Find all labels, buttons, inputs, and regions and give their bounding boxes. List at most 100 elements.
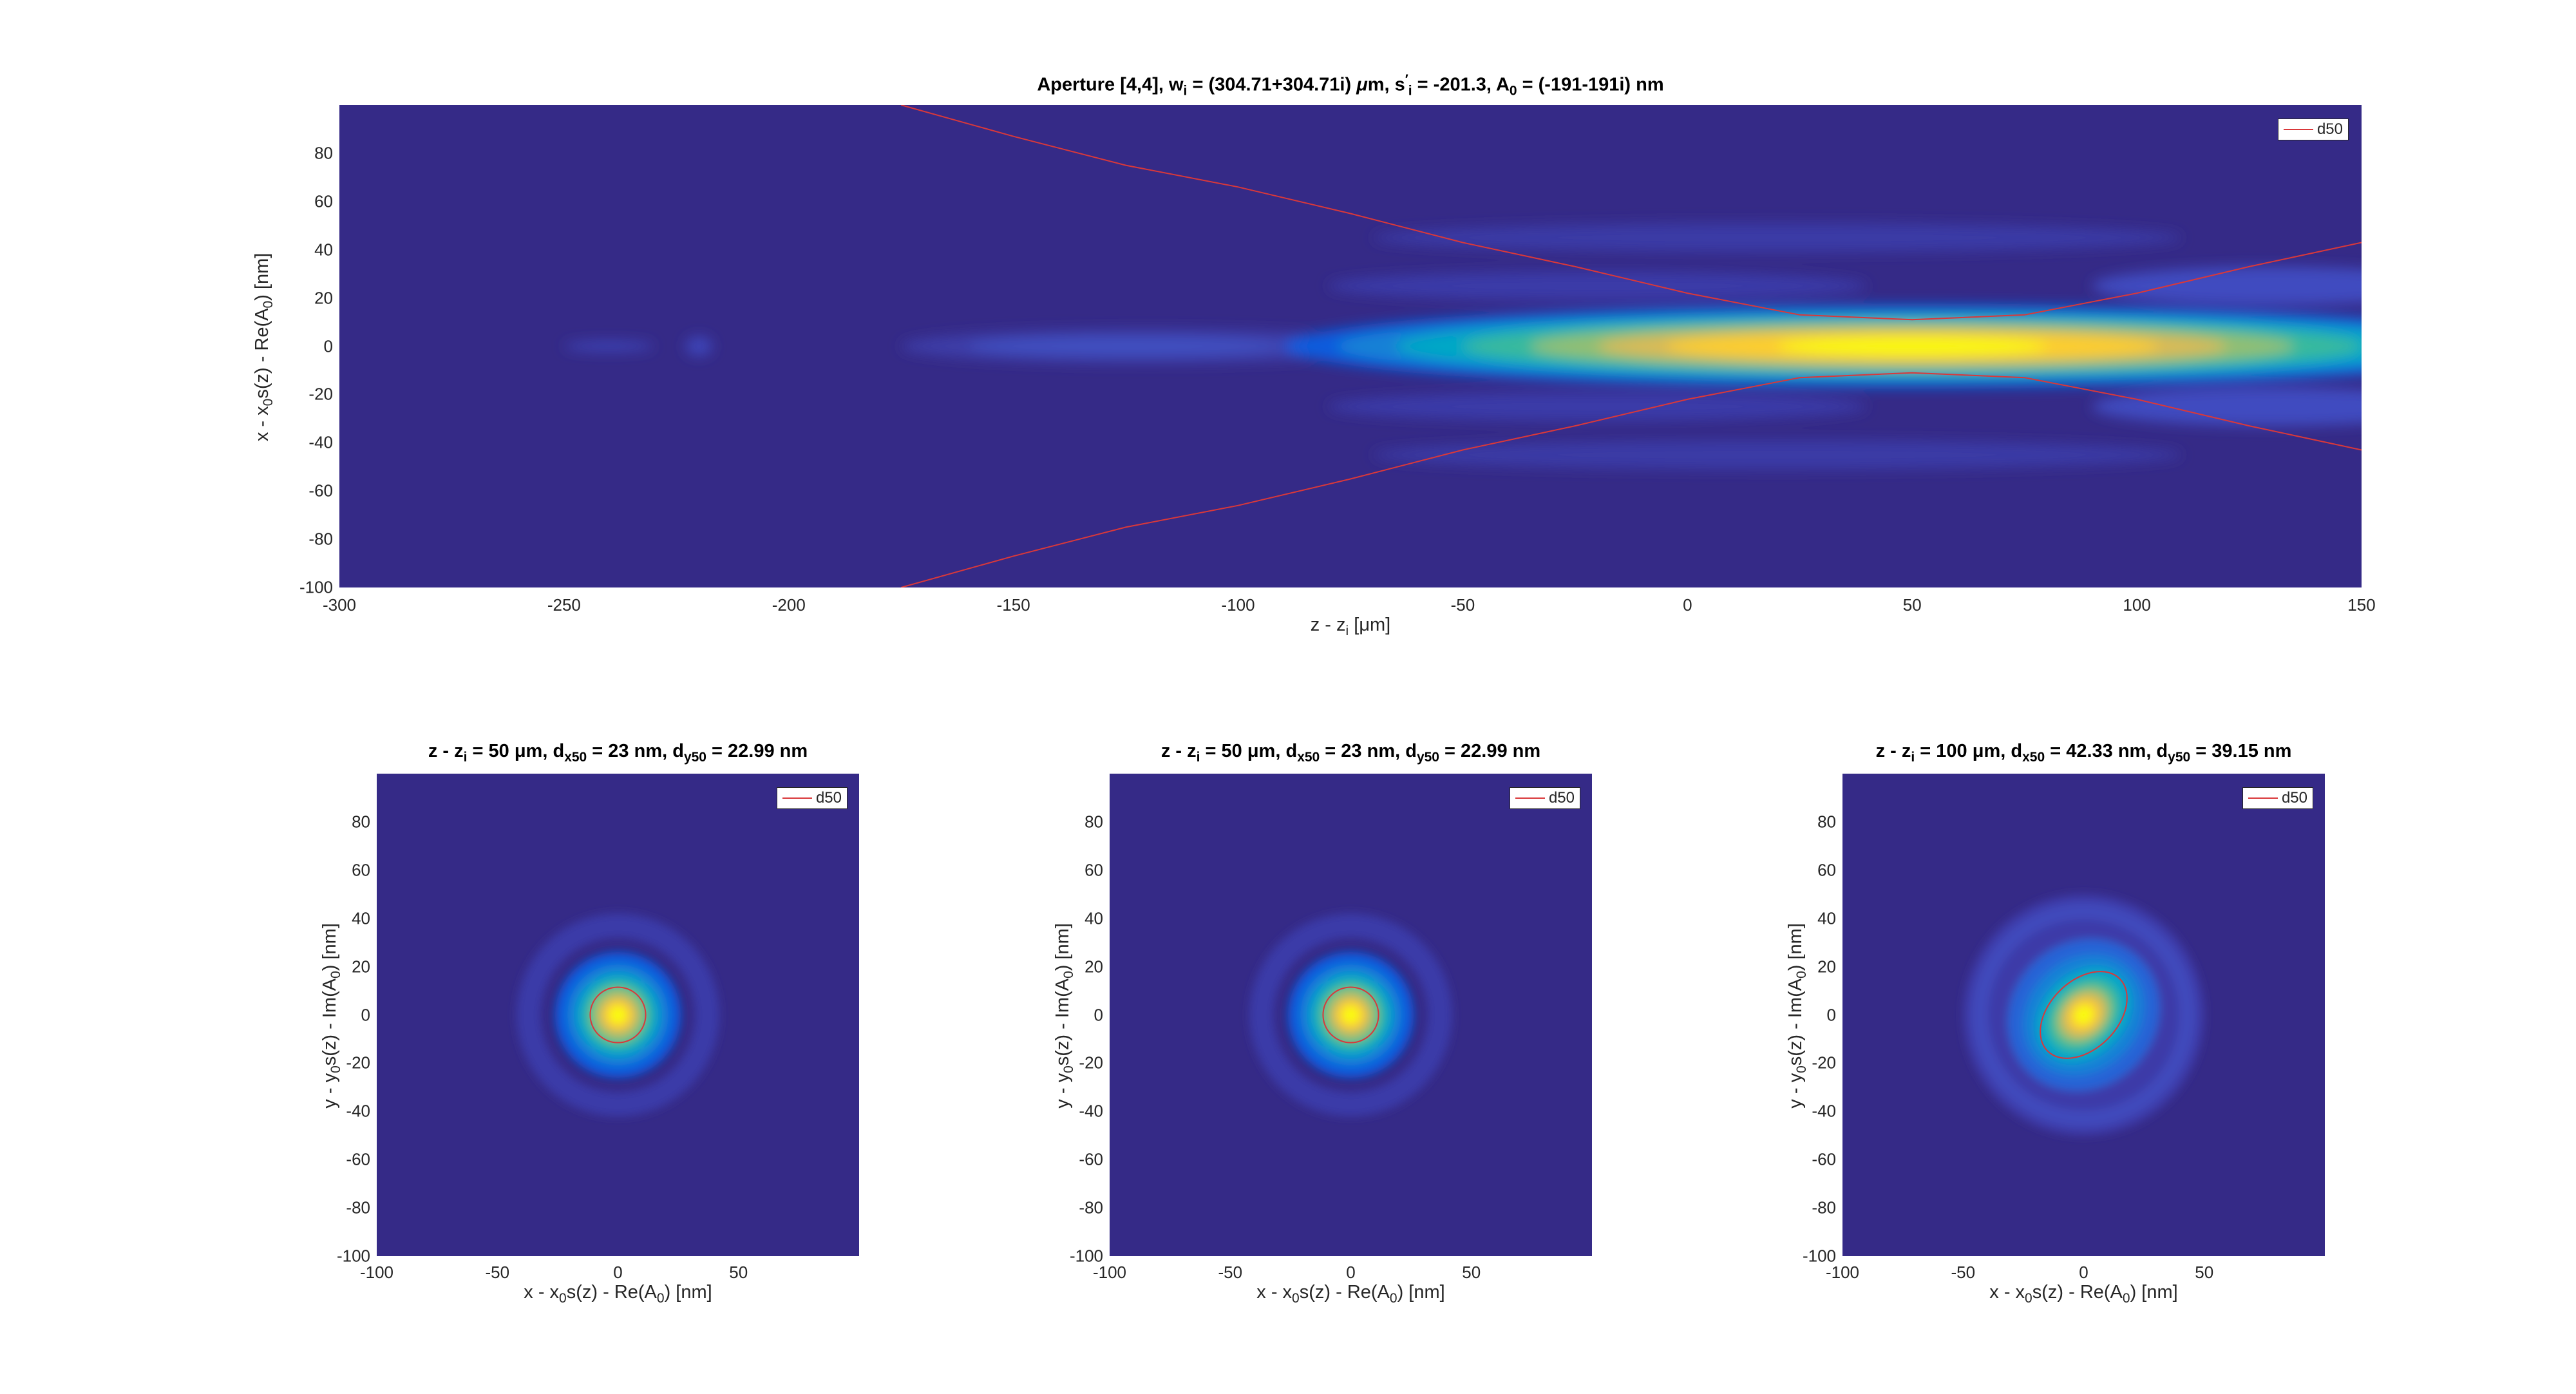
bottom-legend-1: d50 [777, 787, 848, 809]
x-tick-label: 50 [1902, 595, 1922, 615]
y-tick-label: 80 [1084, 812, 1103, 832]
x-tick-label: -250 [547, 595, 581, 615]
y-tick-label: 40 [1817, 908, 1836, 928]
y-tick-label: -60 [308, 481, 333, 501]
bottom-x-axis-label: x - x0s(z) - Re(A0) [nm] [524, 1282, 712, 1306]
y-tick-label: -100 [336, 1246, 370, 1266]
bottom-chart-1-title: z - zi = 50 μm, dx50 = 23 nm, dy50 = 22.… [428, 741, 808, 765]
x-tick-label: -100 [1825, 1263, 1860, 1282]
x-tick-label: 0 [1346, 1263, 1356, 1282]
legend-line-icon [2284, 129, 2313, 130]
y-tick-label: 0 [361, 1005, 370, 1024]
x-tick-label: -50 [485, 1263, 510, 1282]
d50-contour [589, 986, 647, 1044]
legend-line-icon [1515, 797, 1545, 799]
y-tick-label: -80 [346, 1198, 370, 1217]
y-tick-label: 60 [314, 191, 333, 211]
y-tick-label: -80 [308, 529, 333, 549]
d50-contour [1322, 986, 1379, 1044]
x-tick-label: 100 [2123, 595, 2151, 615]
bottom-y-axis-label: y - y0s(z) - Im(A0) [nm] [1785, 922, 1809, 1109]
top-chart-title: Aperture [4,4], wi = (304.71+304.71i) μm… [1037, 72, 1664, 99]
bottom-heatmap-3 [1842, 774, 2325, 1256]
heatmap-svg [377, 774, 859, 1256]
x-tick-label: 0 [613, 1263, 623, 1282]
x-tick-label: -300 [322, 595, 357, 615]
y-tick-label: -40 [1812, 1101, 1836, 1121]
y-tick-label: 0 [1094, 1005, 1103, 1024]
x-tick-label: 0 [2079, 1263, 2088, 1282]
x-tick-label: -50 [1218, 1263, 1243, 1282]
bottom-chart-3: z - zi = 100 μm, dx50 = 42.33 nm, dy50 =… [0, 709, 2447, 1353]
y-tick-label: -40 [308, 432, 333, 452]
y-tick-label: -20 [1812, 1053, 1836, 1073]
top-heatmap [339, 105, 2362, 587]
x-tick-label: 150 [2347, 595, 2376, 615]
y-tick-label: 40 [352, 908, 370, 928]
y-tick-label: 80 [1817, 812, 1836, 832]
intensity-field [564, 223, 2362, 470]
bottom-chart-2: z - zi = 50 μm, dx50 = 23 nm, dy50 = 22.… [0, 709, 1674, 1353]
bottom-y-axis-label: y - y0s(z) - Im(A0) [nm] [1052, 922, 1076, 1109]
x-tick-label: -100 [1221, 595, 1255, 615]
x-tick-label: -100 [1092, 1263, 1127, 1282]
bottom-heatmap-2 [1110, 774, 1592, 1256]
y-tick-label: 80 [352, 812, 370, 832]
y-tick-label: -100 [299, 577, 333, 597]
legend-label: d50 [2316, 120, 2343, 138]
top-x-axis-label: z - zi [μm] [1310, 615, 1391, 638]
x-tick-label: 50 [1462, 1263, 1481, 1282]
y-tick-label: -100 [1069, 1246, 1103, 1266]
x-tick-label: -50 [1951, 1263, 1976, 1282]
y-tick-label: -40 [346, 1101, 370, 1121]
bottom-x-axis-label: x - x0s(z) - Re(A0) [nm] [1256, 1282, 1445, 1306]
y-tick-label: -80 [1812, 1198, 1836, 1217]
intensity-field [1249, 913, 1452, 1116]
bottom-chart-3-title: z - zi = 100 μm, dx50 = 42.33 nm, dy50 =… [1875, 741, 2292, 765]
x-tick-label: -150 [996, 595, 1030, 615]
y-tick-label: -20 [308, 384, 333, 404]
heatmap-svg [1842, 774, 2325, 1256]
d50-contour [2040, 971, 2128, 1059]
legend-line-icon [782, 797, 812, 799]
y-tick-label: -60 [1812, 1149, 1836, 1169]
bottom-x-axis-label: x - x0s(z) - Re(A0) [nm] [1989, 1282, 2178, 1306]
y-tick-label: -20 [1079, 1053, 1103, 1073]
y-tick-label: -100 [1802, 1246, 1836, 1266]
bottom-legend-3: d50 [2242, 787, 2313, 809]
top-legend: d50 [2278, 119, 2349, 140]
bottom-legend-2: d50 [1510, 787, 1580, 809]
x-tick-label: 0 [1683, 595, 1692, 615]
y-tick-label: -40 [1079, 1101, 1103, 1121]
y-tick-label: -20 [346, 1053, 370, 1073]
y-tick-label: 60 [1084, 860, 1103, 880]
heatmap-svg [1110, 774, 1592, 1256]
y-tick-label: 0 [323, 336, 333, 356]
y-tick-label: -60 [346, 1149, 370, 1169]
top-heatmap-area [339, 105, 2362, 587]
top-chart: Aperture [4,4], wi = (304.71+304.71i) μm… [0, 0, 2576, 676]
y-tick-label: 0 [1826, 1005, 1836, 1024]
d50-curve-x-lower [900, 372, 2362, 587]
legend-line-icon [2248, 797, 2278, 799]
legend-label: d50 [815, 789, 842, 807]
y-tick-label: 40 [1084, 908, 1103, 928]
y-tick-label: -80 [1079, 1198, 1103, 1217]
intensity-field [516, 913, 719, 1116]
y-tick-label: 60 [352, 860, 370, 880]
bottom-y-axis-label: y - y0s(z) - Im(A0) [nm] [319, 922, 343, 1109]
y-tick-label: -60 [1079, 1149, 1103, 1169]
y-tick-label: 80 [314, 143, 333, 163]
top-y-axis-label: x - x0s(z) - Re(A0) [nm] [252, 253, 276, 442]
y-tick-label: 20 [1084, 957, 1103, 977]
x-tick-label: 50 [2195, 1263, 2214, 1282]
d50-curve-x-upper [900, 105, 2362, 321]
y-tick-label: 20 [314, 288, 333, 308]
bottom-chart-2-title: z - zi = 50 μm, dx50 = 23 nm, dy50 = 22.… [1160, 741, 1541, 765]
y-tick-label: 20 [352, 957, 370, 977]
bottom-heatmap-1 [377, 774, 859, 1256]
y-tick-label: 20 [1817, 957, 1836, 977]
bottom-chart-1: z - zi = 50 μm, dx50 = 23 nm, dy50 = 22.… [0, 709, 902, 1353]
legend-label: d50 [1548, 789, 1575, 807]
x-tick-label: -200 [772, 595, 806, 615]
